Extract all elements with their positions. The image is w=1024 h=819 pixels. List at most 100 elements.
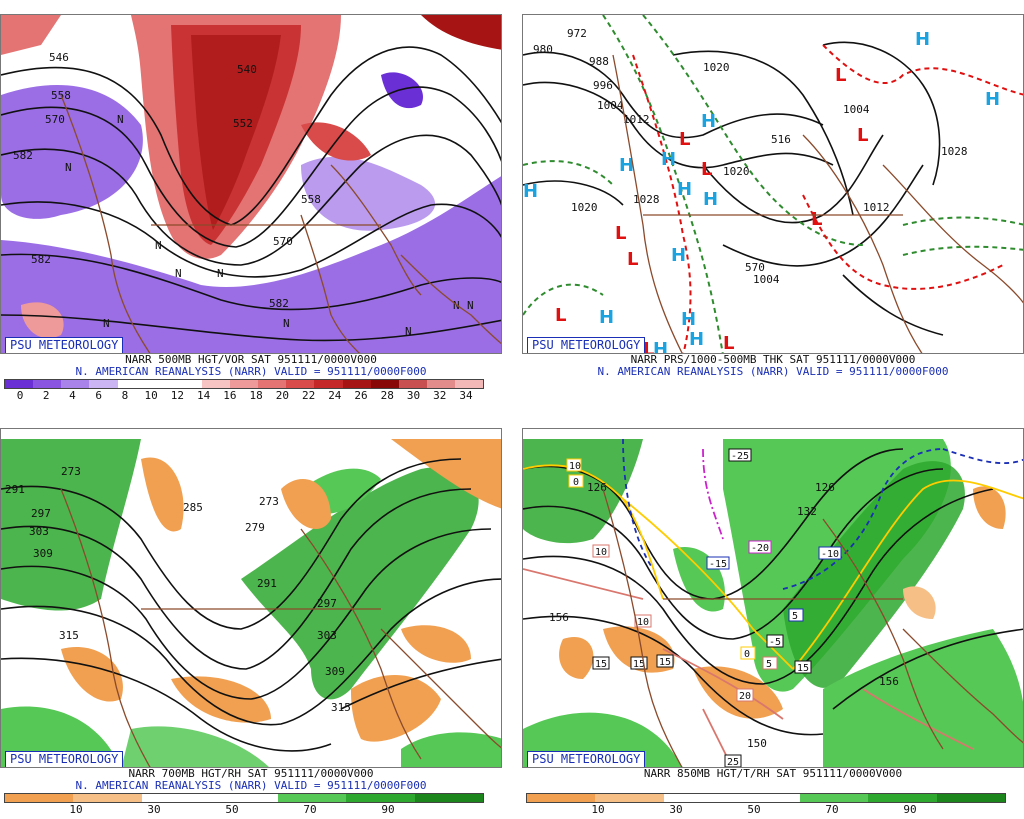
psu-meteorology-badge: PSU METEOROLOGY [5, 751, 124, 767]
colorbar-tick-label: 20 [275, 389, 289, 402]
panel-500mb-vorticity: 546 558 570 582 582 540 552 558 570 582 … [0, 0, 502, 405]
low-pressure-marker: L [857, 125, 868, 146]
high-pressure-marker: H [701, 111, 716, 132]
colorbar-swatch [663, 794, 732, 802]
low-pressure-marker: L [811, 209, 822, 230]
contour-label: 582 [13, 149, 33, 162]
contour-label: 570 [45, 113, 65, 126]
colorbar-swatch [258, 380, 287, 388]
vorticity-max-mark: N [103, 317, 110, 330]
thickness-label: 570 [745, 261, 765, 274]
vorticity-max-mark: N [405, 325, 412, 338]
height-label: 126 [815, 481, 835, 494]
colorbar-swatch [314, 380, 343, 388]
temperature-box: -15 [709, 559, 727, 570]
colorbar-swatch [73, 794, 142, 802]
map-graphic-pressure: 972 980 988 996 1004 1012 1020 1020 1028… [523, 15, 1023, 354]
low-pressure-marker: L [723, 333, 734, 354]
isobar-label: 1012 [623, 113, 650, 126]
validity-caption: N. AMERICAN REANALYSIS (NARR) VALID = 95… [597, 365, 949, 378]
contour-label: 582 [31, 253, 51, 266]
temperature-box: -10 [821, 549, 839, 560]
high-pressure-marker: H [653, 339, 668, 354]
height-label: 315 [59, 629, 79, 642]
temperature-box: 5 [766, 659, 772, 670]
panel-850mb-temp-rh: 126 132 126 156 150 156 10 0 10 -25 -20 … [522, 414, 1024, 819]
colorbar-swatch [5, 794, 74, 802]
height-label: 315 [331, 701, 351, 714]
colorbar-swatch [731, 794, 801, 802]
colorbar-swatch [398, 380, 427, 388]
colorbar-swatch [800, 794, 869, 802]
map-500mb-vorticity: 546 558 570 582 582 540 552 558 570 582 … [0, 14, 502, 354]
height-label: 279 [245, 521, 265, 534]
colorbar-swatch [595, 794, 664, 802]
low-pressure-marker: L [679, 129, 690, 150]
colorbar-tick-label: 28 [380, 389, 394, 402]
high-pressure-marker: H [985, 89, 1000, 110]
colorbar-swatch [426, 380, 455, 388]
isobar-label: 996 [593, 79, 613, 92]
height-label: 273 [61, 465, 81, 478]
height-label: 273 [259, 495, 279, 508]
colorbar-tick-label: 12 [170, 389, 185, 402]
colorbar-tick-label: 16 [223, 389, 237, 402]
temperature-box: 15 [659, 657, 671, 668]
low-pressure-marker: L [643, 339, 654, 354]
high-pressure-marker: H [671, 245, 686, 266]
low-pressure-marker: L [627, 249, 638, 270]
colorbar-swatch [527, 794, 596, 802]
panel-pressure-thickness: 972 980 988 996 1004 1012 1020 1020 1028… [522, 0, 1024, 405]
vorticity-max-mark: N [65, 161, 72, 174]
psu-meteorology-badge: PSU METEOROLOGY [527, 751, 646, 767]
product-caption: NARR PRS/1000-500MB THK SAT 951111/0000V… [630, 353, 916, 366]
isobar-label: 1012 [863, 201, 890, 214]
colorbar-swatch [414, 794, 483, 802]
thickness-label: 516 [771, 133, 791, 146]
psu-meteorology-badge: PSU METEOROLOGY [527, 337, 646, 353]
height-label: 291 [257, 577, 277, 590]
low-pressure-marker: L [701, 159, 712, 180]
colorbar-tick-label: 30 [147, 803, 161, 816]
height-label: 297 [317, 597, 337, 610]
colorbar-tick-label: 18 [249, 389, 263, 402]
colorbar-swatch [278, 794, 347, 802]
height-label: 297 [31, 507, 51, 520]
contour-label: 552 [233, 117, 253, 130]
low-pressure-marker: L [555, 305, 566, 326]
colorbar-swatch [5, 380, 34, 388]
colorbar-swatch [370, 380, 399, 388]
temperature-box: 25 [727, 757, 739, 768]
rh-colorbar [526, 793, 1006, 803]
panel-700mb-rh: 273 291 297 303 309 285 273 279 291 297 … [0, 414, 502, 819]
colorbar-swatch [230, 380, 259, 388]
temperature-box: 5 [792, 611, 798, 622]
colorbar-tick-label: 70 [825, 803, 839, 816]
psu-meteorology-badge: PSU METEOROLOGY [5, 337, 124, 353]
contour-label: 558 [301, 193, 321, 206]
map-graphic-500mb: 546 558 570 582 582 540 552 558 570 582 … [1, 15, 501, 353]
colorbar-tick-label: 10 [591, 803, 605, 816]
map-850mb-temp-rh: 126 132 126 156 150 156 10 0 10 -25 -20 … [522, 428, 1024, 768]
temperature-box: 10 [595, 547, 607, 558]
colorbar-tick-label: 10 [69, 803, 83, 816]
colorbar-swatch [33, 380, 62, 388]
colorbar-swatch [868, 794, 937, 802]
colorbar-tick-label: 14 [197, 389, 211, 402]
contour-label: 570 [273, 235, 293, 248]
colorbar-swatch [342, 380, 371, 388]
isobar-label: 972 [567, 27, 587, 40]
product-caption: NARR 850MB HGT/T/RH SAT 951111/0000V000 [643, 767, 903, 780]
isobar-label: 1004 [597, 99, 624, 112]
vorticity-max-mark: N [453, 299, 460, 312]
colorbar-swatch [173, 380, 202, 388]
colorbar-tick-label: 90 [903, 803, 917, 816]
colorbar-tick-label: 30 [669, 803, 683, 816]
low-pressure-marker: L [615, 223, 626, 244]
validity-caption: N. AMERICAN REANALYSIS (NARR) VALID = 95… [75, 365, 427, 378]
isobar-label: 988 [589, 55, 609, 68]
height-label: 150 [747, 737, 767, 750]
colorbar-tick-label: 10 [144, 389, 158, 402]
vorticity-max-mark: N [467, 299, 474, 312]
validity-caption: N. AMERICAN REANALYSIS (NARR) VALID = 95… [75, 779, 427, 792]
